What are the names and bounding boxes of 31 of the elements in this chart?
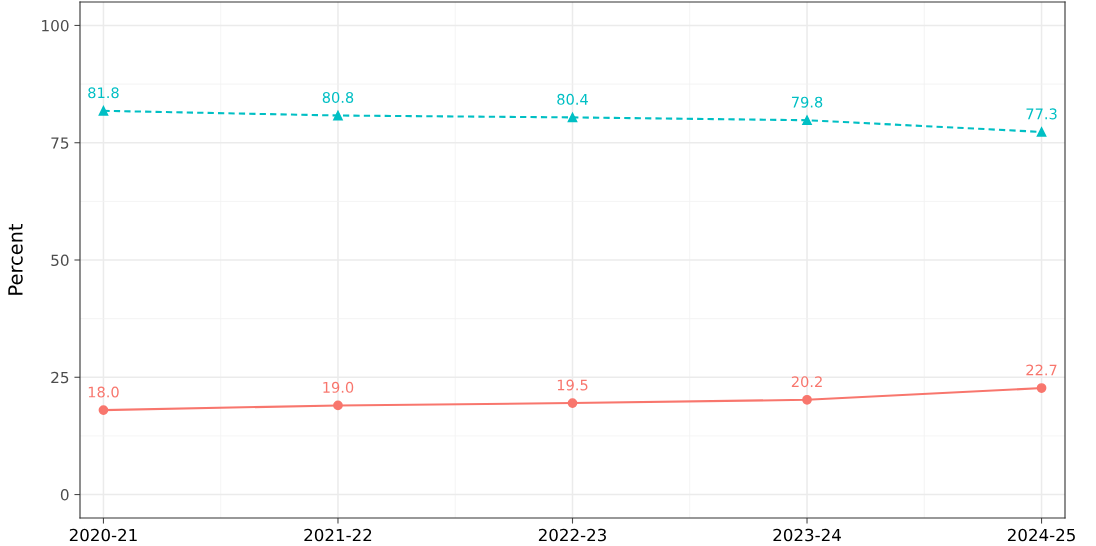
x-tick-label: 2024-25 — [1007, 528, 1075, 542]
point — [98, 405, 109, 415]
data-label: 19.5 — [557, 379, 588, 391]
data-label: 19.0 — [323, 381, 354, 393]
point — [567, 112, 578, 123]
x-tick-label: 2020-21 — [69, 528, 137, 542]
data-label: 80.4 — [557, 93, 588, 105]
y-tick-label: 50 — [51, 254, 69, 267]
point — [1036, 127, 1047, 137]
x-tick-label: 2023-24 — [773, 528, 841, 542]
point — [567, 398, 578, 408]
x-tick-label: 2021-22 — [304, 528, 372, 542]
data-label: 79.8 — [791, 96, 823, 108]
y-tick-label: 0 — [60, 489, 69, 501]
x-tick-label: 2022-23 — [538, 528, 606, 542]
data-label: 18.0 — [88, 386, 119, 398]
point — [333, 110, 343, 121]
y-tick-label: 25 — [51, 371, 69, 384]
point — [802, 394, 812, 405]
data-label: 81.8 — [88, 87, 119, 99]
data-label: 20.2 — [791, 376, 822, 388]
y-tick-label: 75 — [51, 137, 69, 149]
point — [1036, 383, 1047, 393]
y-tick-label: 100 — [42, 19, 69, 32]
point — [802, 115, 812, 126]
data-label: 77.3 — [1026, 108, 1057, 120]
data-label: 80.8 — [322, 91, 354, 103]
data-label: 22.7 — [1026, 364, 1057, 376]
y-axis-title: Percent — [8, 223, 23, 295]
point — [98, 105, 109, 116]
point — [333, 400, 343, 411]
